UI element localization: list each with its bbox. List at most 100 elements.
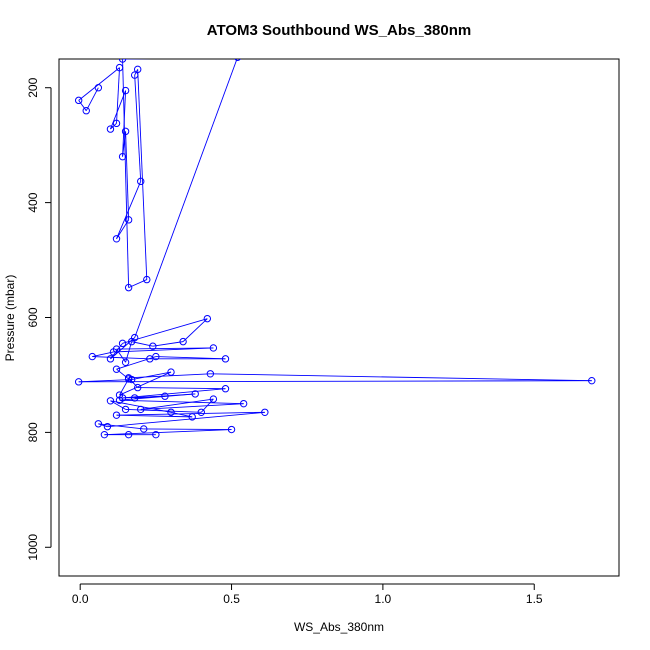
data-point	[121, 358, 130, 367]
data-point	[112, 365, 121, 373]
series-segment	[92, 356, 150, 360]
series-segment	[119, 399, 244, 405]
data-point	[188, 413, 196, 421]
x-tick-label: 0.5	[223, 592, 240, 606]
series-segment	[116, 348, 126, 363]
data-point	[588, 376, 596, 385]
data-point	[94, 420, 103, 428]
series-segment	[116, 67, 120, 124]
series-segment	[131, 371, 172, 380]
data-point	[124, 283, 133, 292]
data-point	[112, 119, 121, 128]
data-point	[137, 177, 145, 186]
data-point	[167, 408, 175, 416]
series-group	[74, 59, 596, 439]
series-segment	[128, 373, 211, 379]
data-point	[118, 152, 127, 161]
series-segment	[137, 387, 226, 390]
data-point	[130, 71, 139, 79]
series-segment	[140, 398, 214, 410]
series-segment	[116, 368, 129, 380]
data-point	[152, 352, 160, 361]
series-segment	[143, 428, 232, 430]
y-tick-label: 400	[26, 192, 40, 212]
x-tick-label: 0.0	[72, 592, 89, 606]
series-segment	[140, 403, 244, 410]
y-tick-label: 600	[26, 307, 40, 327]
data-point	[106, 125, 115, 133]
data-point	[239, 399, 248, 408]
series-segment	[210, 373, 592, 382]
series-segment	[122, 318, 208, 344]
data-point	[106, 355, 115, 363]
data-point	[115, 396, 124, 404]
data-point	[209, 344, 218, 352]
series-segment	[110, 123, 117, 130]
series-segment	[125, 131, 130, 220]
data-point	[88, 352, 96, 361]
chart-title: ATOM3 Southbound WS_Abs_380nm	[207, 22, 471, 39]
data-point	[74, 378, 83, 386]
series-segment	[116, 414, 193, 418]
data-point	[143, 275, 151, 284]
series-segment	[78, 100, 87, 111]
data-point	[209, 395, 218, 403]
data-point	[124, 430, 133, 439]
x-tick-label: 1.5	[526, 592, 543, 606]
data-point	[103, 422, 112, 431]
data-point	[106, 397, 115, 405]
data-point	[74, 96, 83, 105]
series-segment	[182, 318, 208, 342]
data-point	[124, 216, 133, 224]
data-point	[152, 430, 160, 439]
series-segment	[104, 429, 232, 436]
data-point	[203, 314, 212, 323]
data-point	[112, 411, 121, 419]
data-point	[127, 337, 136, 346]
series-segment	[113, 347, 214, 353]
data-point	[124, 374, 133, 382]
data-point	[82, 107, 90, 115]
data-point	[197, 408, 205, 416]
data-point	[191, 390, 199, 398]
plot-frame	[58, 58, 620, 577]
series-segment	[119, 371, 172, 396]
data-point	[149, 342, 157, 350]
series-segment	[122, 131, 127, 157]
data-point	[227, 425, 236, 434]
data-point	[115, 63, 124, 72]
series-segment	[98, 423, 144, 430]
x-axis-label: WS_Abs_380nm	[294, 620, 384, 634]
series-segment	[122, 388, 226, 399]
y-tick-label: 1000	[26, 534, 40, 561]
x-tick-label: 1.0	[375, 592, 392, 606]
y-tick-label: 200	[26, 77, 40, 97]
series-segment	[137, 69, 148, 280]
data-point	[206, 370, 215, 378]
data-point	[112, 235, 121, 243]
data-point	[121, 405, 130, 414]
series-layer	[74, 59, 596, 439]
series-segment	[134, 75, 142, 182]
data-point	[109, 348, 118, 356]
series-segment	[116, 356, 157, 370]
series-segment	[122, 59, 130, 288]
series-segment	[116, 181, 142, 239]
data-point	[179, 337, 187, 346]
data-point	[94, 84, 103, 92]
data-point	[167, 368, 175, 376]
series-segment	[78, 67, 120, 101]
data-point	[134, 65, 142, 74]
data-point	[121, 127, 130, 136]
axes-layer: 0.0 0.5 1.0 1.5 200 400 600 800 1000	[26, 77, 543, 606]
series-segment	[152, 341, 184, 347]
series-segment	[155, 356, 226, 360]
data-point	[221, 355, 230, 363]
data-point	[118, 339, 127, 348]
data-point	[234, 59, 241, 61]
y-axis-label: Pressure (mbar)	[3, 275, 17, 362]
series-segment	[107, 411, 265, 428]
series-segment	[134, 59, 238, 338]
data-point	[221, 385, 230, 393]
